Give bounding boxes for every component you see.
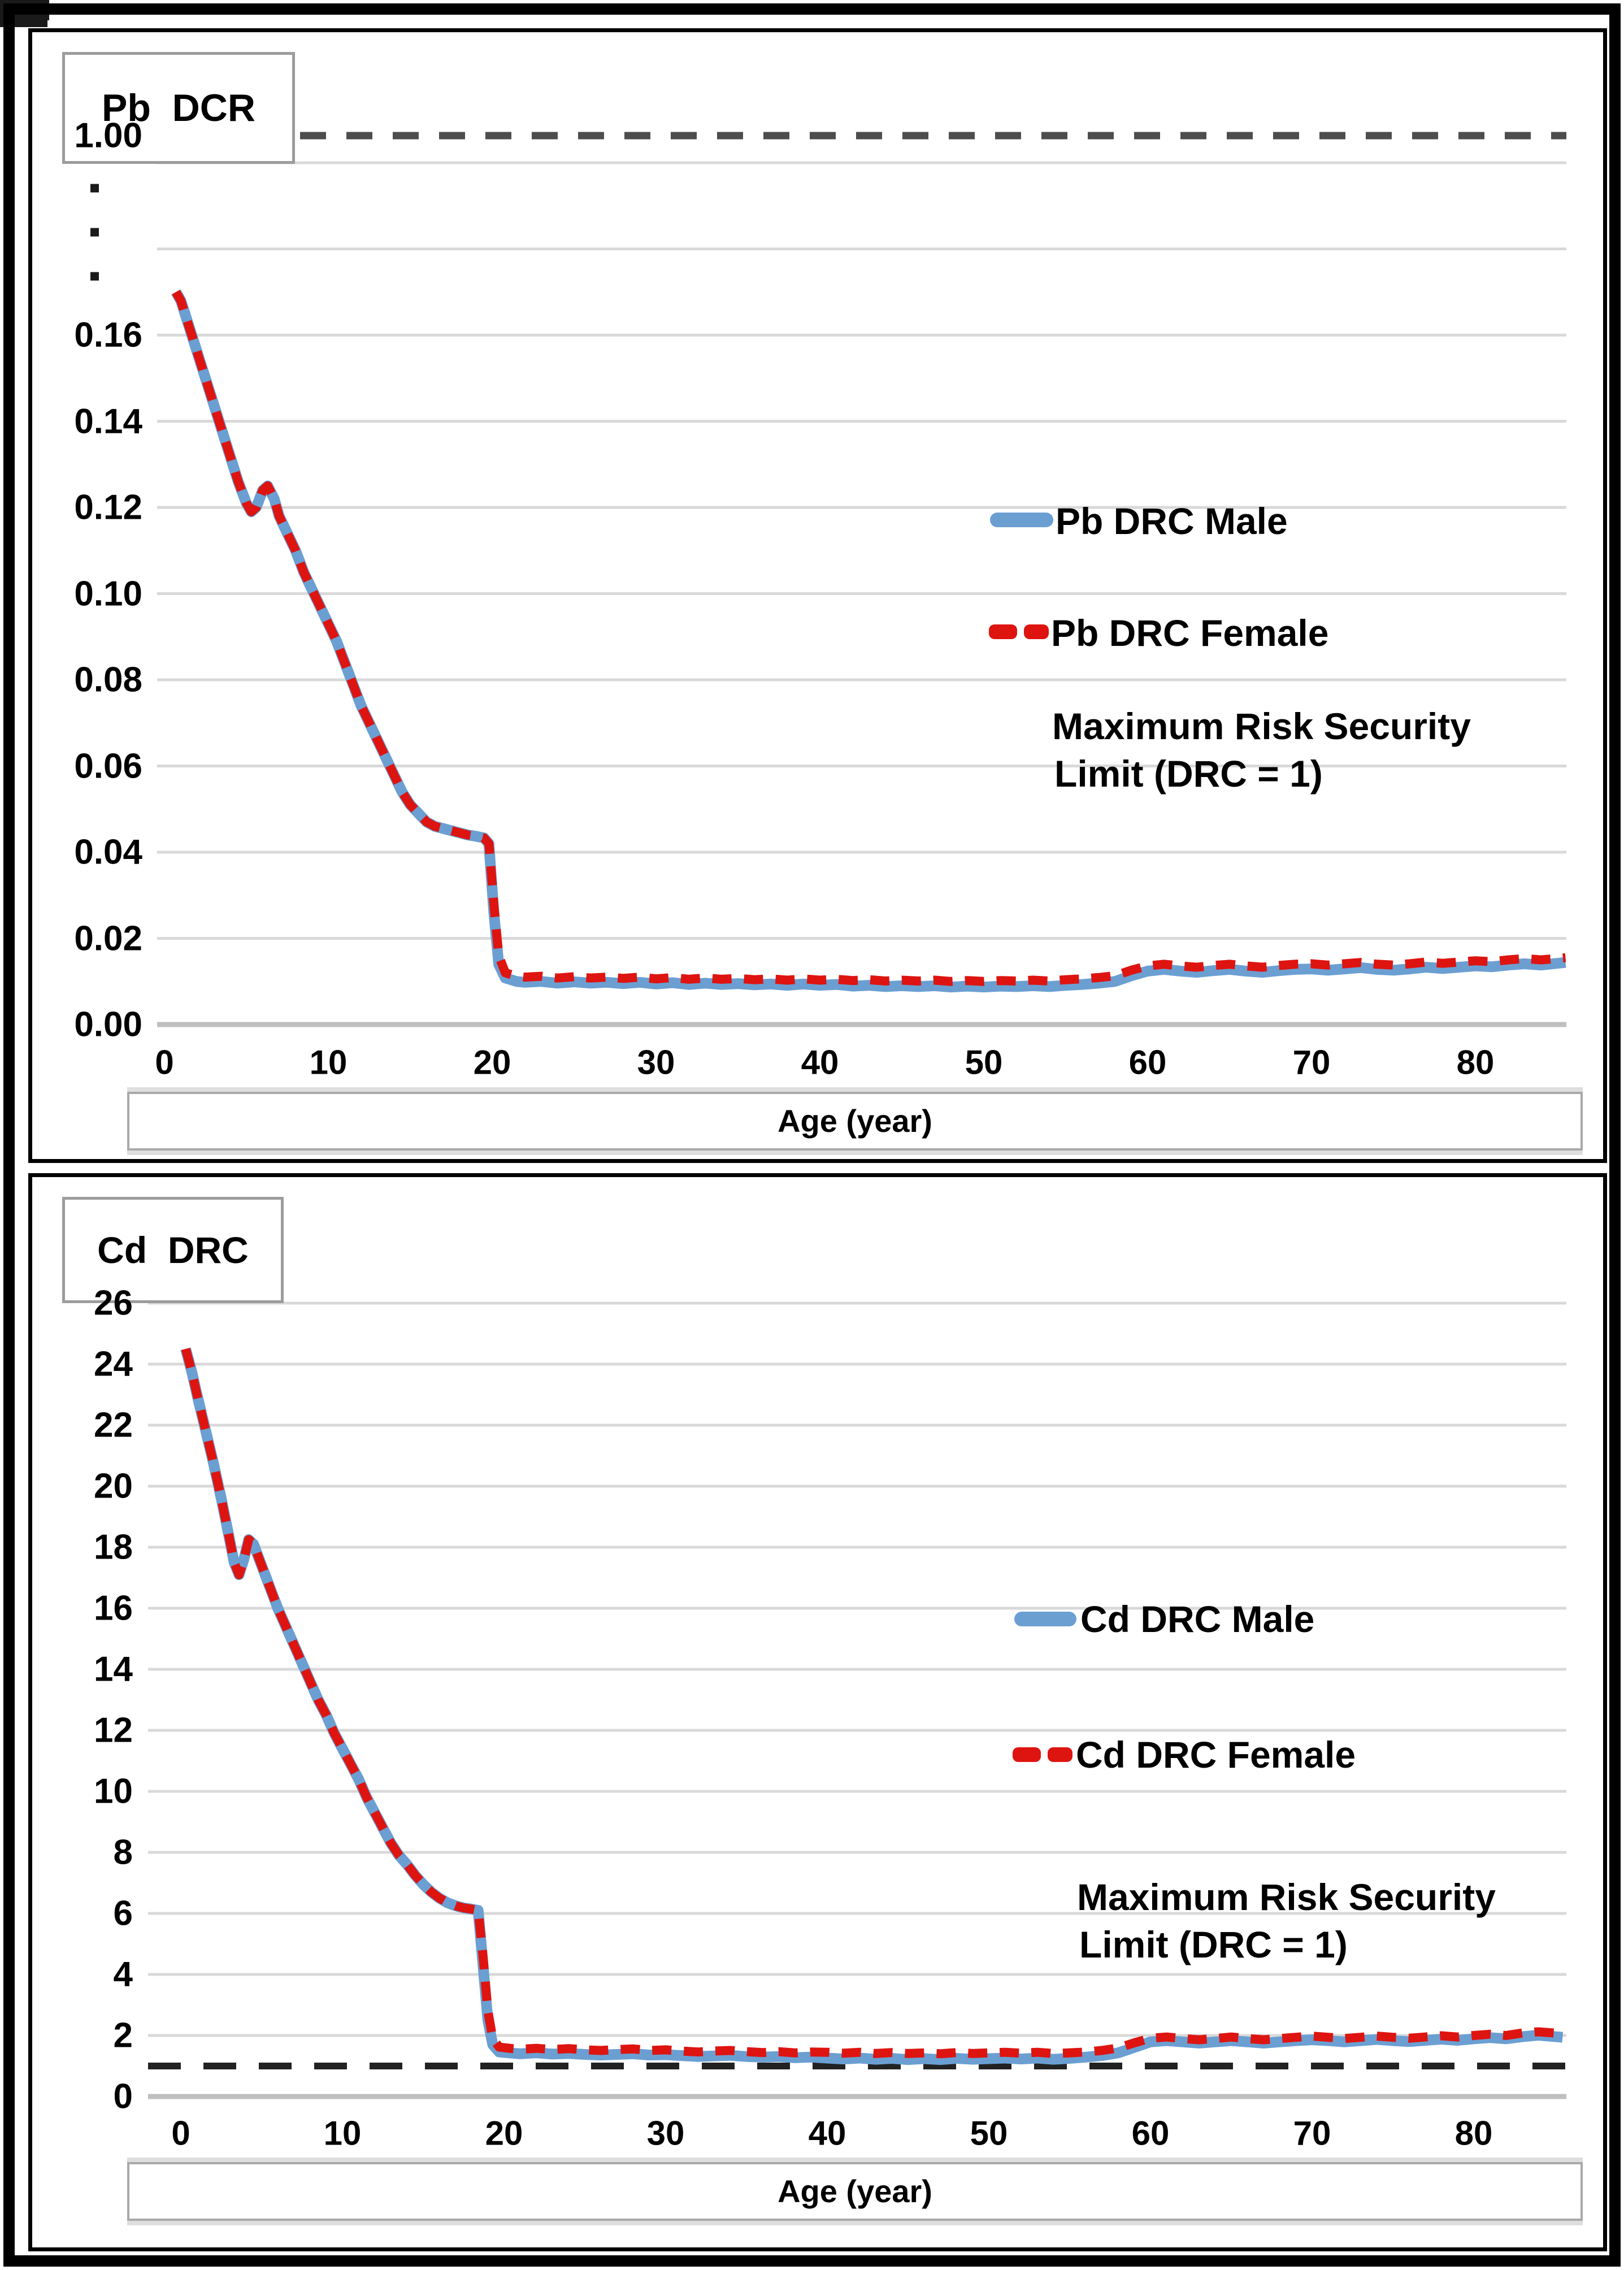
pb-x-tick-label: 80	[1456, 1043, 1495, 1082]
pb-legend-female-dash-swatch	[989, 624, 1017, 639]
cd-y-tick-label: 6	[113, 1894, 133, 1933]
cd-legend-female-label: Cd DRC Female	[1076, 1734, 1356, 1776]
pb-x-tick-label: 40	[801, 1043, 839, 1082]
cd-y-tick-label: 18	[94, 1527, 133, 1567]
pb-y-tick-label: 0.10	[74, 574, 142, 613]
pb-legend-female-label: Pb DRC Female	[1051, 612, 1329, 654]
cd-legend-limit-label-line1: Maximum Risk Security	[1077, 1876, 1496, 1918]
cd-legend-male-label: Cd DRC Male	[1080, 1598, 1315, 1640]
pb-y-axis-break-dot	[90, 228, 99, 237]
cd-y-tick-label: 4	[113, 1955, 133, 1994]
cd-legend-limit-label-line2: Limit (DRC = 1)	[1079, 1924, 1348, 1965]
cd-male-line	[180, 1347, 1564, 2065]
pb-x-axis-title: Age (year)	[127, 1092, 1583, 1151]
cd-legend-female-dash-swatch	[1013, 1747, 1041, 1762]
pb-y-tick-label: 0.04	[74, 832, 142, 872]
cd-x-axis-title: Age (year)	[127, 2162, 1583, 2221]
pb-legend-female-dash-swatch	[1024, 624, 1049, 639]
pb-legend-male-label: Pb DRC Male	[1056, 500, 1288, 542]
pb-x-tick-label: 20	[473, 1043, 511, 1082]
pb-y-axis-limit-label: 1.00	[74, 116, 142, 155]
pb-y-tick-label: 0.14	[74, 402, 142, 441]
cd-y-tick-label: 14	[94, 1650, 133, 1689]
pb-y-tick-label: 0.16	[74, 315, 142, 355]
cd-y-tick-label: 0	[113, 2077, 133, 2116]
pb-x-tick-label: 10	[309, 1043, 348, 1082]
pb-y-tick-label: 0.00	[74, 1005, 142, 1044]
cd-legend-female-dash-swatch	[1048, 1747, 1072, 1762]
cd-x-tick-label: 0	[171, 2114, 190, 2152]
pb-male-line	[171, 289, 1566, 993]
pb-y-tick-label: 0.08	[74, 660, 142, 700]
pb-y-axis-break-dot	[90, 184, 99, 193]
cd-y-tick-label: 16	[94, 1588, 133, 1628]
pb-x-tick-label: 50	[965, 1043, 1003, 1082]
cd-chart-title: Cd DRC	[62, 1197, 284, 1303]
cd-y-tick-label: 26	[94, 1283, 133, 1323]
cd-x-tick-label: 50	[970, 2114, 1008, 2152]
pb-legend-male-line-swatch	[990, 513, 1053, 527]
cd-y-tick-label: 8	[113, 1833, 133, 1872]
figure-outer-border	[3, 3, 1621, 2267]
cd-y-tick-label: 2	[113, 2016, 133, 2055]
cd-y-tick-label: 10	[94, 1772, 133, 1811]
cd-x-tick-label: 20	[485, 2114, 523, 2152]
pb-legend-limit-label-line2: Limit (DRC = 1)	[1054, 753, 1323, 795]
pb-x-tick-label: 30	[637, 1043, 675, 1082]
cd-y-tick-label: 12	[94, 1711, 133, 1750]
pb-y-tick-label: 0.12	[74, 488, 142, 527]
cd-x-tick-label: 70	[1293, 2114, 1331, 2152]
cd-x-tick-label: 40	[808, 2114, 846, 2152]
cd-legend-male-line-swatch	[1014, 1612, 1076, 1626]
pb-x-tick-label: 70	[1292, 1043, 1331, 1082]
cd-x-tick-label: 30	[646, 2114, 685, 2152]
pb-y-axis-break-dot	[90, 272, 99, 281]
pb-legend-limit-label-line1: Maximum Risk Security	[1052, 705, 1471, 747]
cd-y-tick-label: 20	[94, 1466, 133, 1506]
pb-x-tick-label: 60	[1128, 1043, 1167, 1082]
cd-x-tick-label: 10	[323, 2114, 362, 2152]
cd-y-tick-label: 24	[94, 1344, 133, 1384]
cd-x-tick-label: 60	[1131, 2114, 1170, 2152]
pb-x-tick-label: 0	[155, 1043, 174, 1082]
pb-y-tick-label: 0.06	[74, 746, 142, 785]
cd-female-line	[181, 1347, 1563, 2059]
pb-female-line	[172, 289, 1566, 986]
pb-chart-title: Pb DCR	[62, 52, 295, 164]
pb-y-tick-label: 0.02	[74, 919, 142, 958]
cd-chart-panel	[28, 1173, 1607, 2251]
cd-y-tick-label: 22	[94, 1405, 133, 1445]
cd-x-tick-label: 80	[1454, 2114, 1493, 2152]
